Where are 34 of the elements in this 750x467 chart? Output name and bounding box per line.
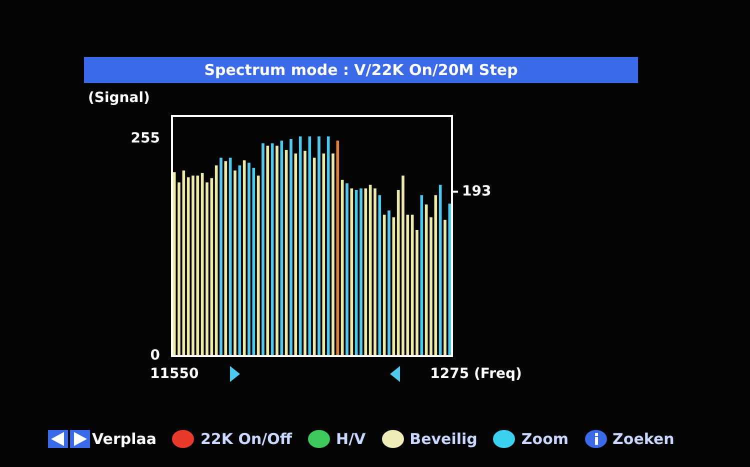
bar: [430, 217, 432, 356]
bar: [206, 182, 208, 356]
bar: [346, 183, 348, 356]
text: H/V: [336, 430, 366, 448]
x-tick-label: 11550: [150, 366, 199, 382]
text: Zoeken: [612, 430, 674, 448]
bar: [178, 182, 180, 356]
bar: [192, 176, 194, 356]
y-tick-label: 0: [150, 348, 160, 364]
bar: [220, 158, 222, 356]
bar: [318, 136, 320, 356]
bar: [360, 188, 362, 356]
text: Verplaa: [92, 430, 156, 448]
bar: [374, 188, 376, 356]
bar: [402, 176, 404, 356]
bar: [276, 146, 278, 356]
y-tick-label: 255: [130, 130, 160, 147]
x-axis-title: (Freq): [474, 366, 522, 382]
ref-line-label: 193: [462, 183, 492, 200]
chart-title: Spectrum mode : V/22K On/20M Step: [84, 57, 638, 83]
bar: [416, 230, 418, 356]
bar: [248, 162, 250, 356]
text: 22K On/Off: [200, 430, 292, 448]
text: Beveilig: [410, 430, 478, 448]
bar: [304, 150, 306, 356]
bar: [290, 138, 292, 356]
y-axis-title: (Signal): [88, 90, 150, 106]
bar: [262, 143, 264, 356]
bar: [234, 170, 236, 356]
bar: [444, 220, 446, 356]
x-tick-label: 1275: [430, 366, 470, 382]
bar: [332, 153, 334, 356]
bar: [388, 210, 390, 356]
text: Zoom: [521, 430, 569, 448]
